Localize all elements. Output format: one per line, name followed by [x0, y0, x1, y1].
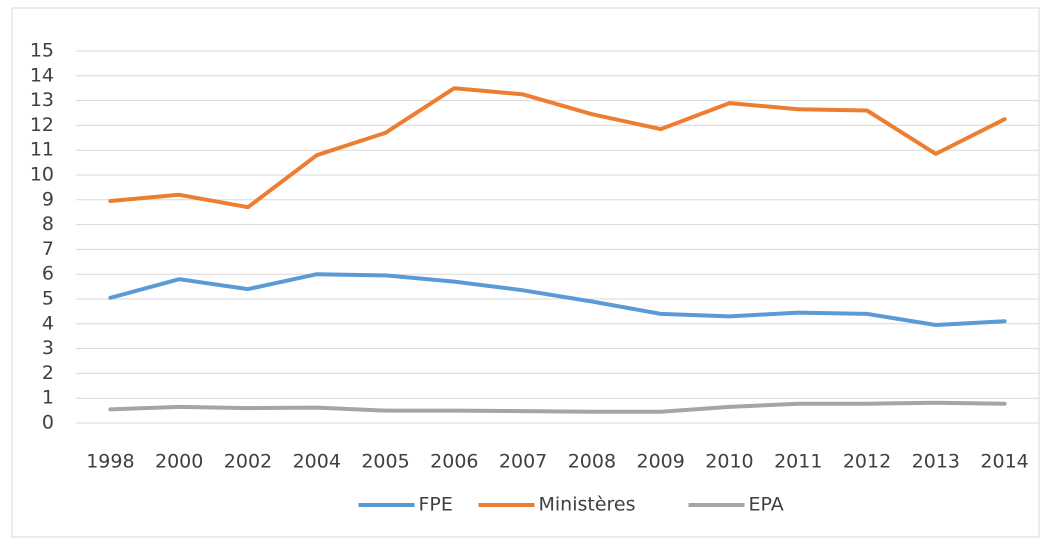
x-tick-label: 2007	[499, 451, 547, 473]
y-tick-label: 12	[30, 114, 54, 136]
x-tick-label: 2013	[912, 451, 960, 473]
y-tick-label: 10	[30, 164, 54, 186]
x-tick-label: 2002	[224, 451, 272, 473]
x-tick-label: 1998	[86, 451, 134, 473]
legend-label: FPE	[419, 494, 453, 516]
y-tick-label: 13	[30, 89, 54, 111]
y-tick-label: 6	[42, 263, 54, 285]
x-tick-label: 2009	[636, 451, 684, 473]
x-tick-label: 2008	[568, 451, 616, 473]
y-tick-label: 7	[42, 238, 54, 260]
y-tick-label: 4	[42, 312, 54, 334]
x-tick-label: 2010	[705, 451, 753, 473]
line-series	[108, 272, 1007, 327]
x-tick-label: 2006	[430, 451, 478, 473]
x-tick-label: 2014	[980, 451, 1028, 473]
y-tick-label: 0	[42, 412, 54, 434]
x-tick-label: 2005	[361, 451, 409, 473]
legend-label: Ministères	[539, 494, 636, 516]
y-tick-label: 9	[42, 188, 54, 210]
y-tick-label: 14	[30, 64, 54, 86]
y-tick-label: 1	[42, 387, 54, 409]
y-tick-label: 8	[42, 213, 54, 235]
y-tick-label: 11	[30, 139, 54, 161]
legend-label: EPA	[749, 494, 784, 516]
y-tick-label: 5	[42, 288, 54, 310]
line-series	[108, 86, 1007, 210]
x-tick-label: 2011	[774, 451, 822, 473]
line-series	[108, 400, 1007, 414]
y-tick-label: 2	[42, 362, 54, 384]
y-tick-label: 3	[42, 337, 54, 359]
x-tick-label: 2000	[155, 451, 203, 473]
x-tick-label: 2012	[843, 451, 891, 473]
y-tick-label: 15	[30, 40, 54, 62]
x-tick-label: 2004	[293, 451, 341, 473]
